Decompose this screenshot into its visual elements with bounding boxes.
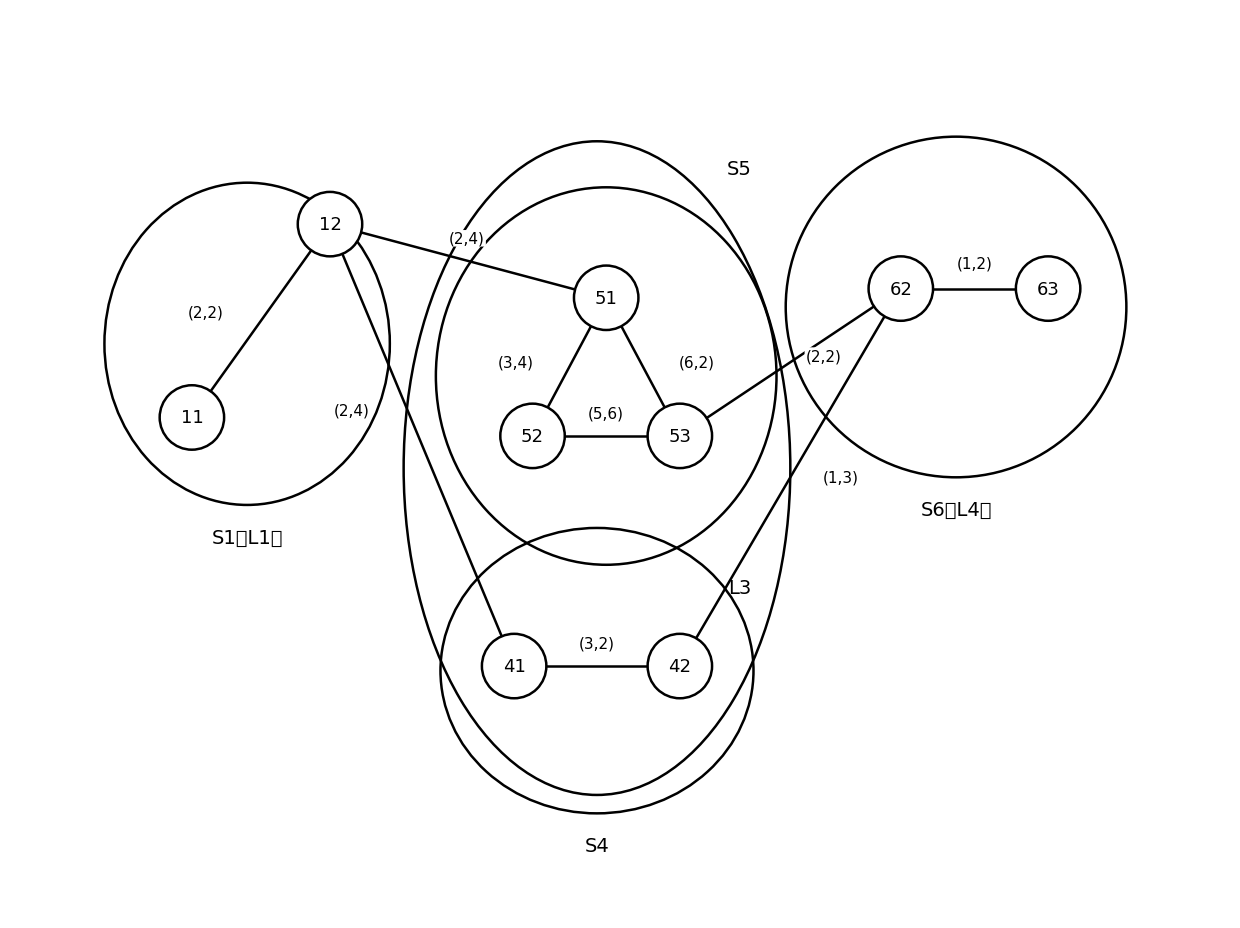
Text: L3: L3 — [728, 579, 751, 598]
Text: 52: 52 — [521, 428, 544, 445]
Circle shape — [1016, 257, 1080, 321]
Circle shape — [482, 634, 547, 699]
Text: (2,4): (2,4) — [449, 232, 485, 247]
Text: 41: 41 — [502, 657, 526, 676]
Text: (2,2): (2,2) — [805, 349, 841, 364]
Circle shape — [647, 634, 712, 699]
Circle shape — [647, 405, 712, 469]
Text: S5: S5 — [727, 161, 753, 179]
Text: S1（L1）: S1（L1） — [211, 528, 283, 548]
Text: (1,3): (1,3) — [823, 470, 859, 485]
Circle shape — [868, 257, 932, 321]
Circle shape — [500, 405, 564, 469]
Text: 63: 63 — [1037, 280, 1059, 298]
Text: S6（L4）: S6（L4） — [920, 500, 992, 520]
Text: (2,4): (2,4) — [334, 403, 370, 418]
Text: 53: 53 — [668, 428, 692, 445]
Text: (2,2): (2,2) — [187, 304, 223, 320]
Text: (6,2): (6,2) — [678, 355, 714, 370]
Text: S4: S4 — [584, 836, 609, 856]
Text: 11: 11 — [181, 409, 203, 427]
Text: 51: 51 — [595, 290, 618, 307]
Text: (5,6): (5,6) — [588, 406, 624, 421]
Circle shape — [574, 266, 639, 330]
Text: (1,2): (1,2) — [956, 256, 992, 271]
Text: 62: 62 — [889, 280, 913, 298]
Text: (3,2): (3,2) — [579, 636, 615, 651]
Text: 42: 42 — [668, 657, 692, 676]
Circle shape — [298, 193, 362, 257]
Text: 12: 12 — [319, 216, 341, 234]
Text: (3,4): (3,4) — [498, 355, 534, 370]
Circle shape — [160, 386, 224, 450]
